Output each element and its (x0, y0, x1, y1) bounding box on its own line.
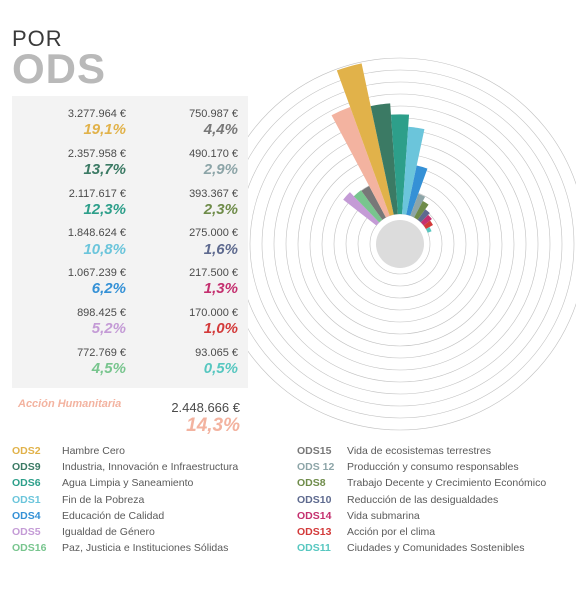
panel-pct: 12,3% (22, 201, 126, 219)
panel-pct: 4,5% (22, 360, 126, 378)
legend: ODS2Hambre CeroODS9Industria, Innovación… (12, 444, 564, 557)
panel-col-1: 3.277.964 €19,1% 2.357.958 €13,7% 2.117.61… (22, 108, 126, 378)
panel-amount: 93.065 € (134, 347, 238, 360)
data-panel: 3.277.964 €19,1% 2.357.958 €13,7% 2.117.61… (12, 96, 248, 388)
panel-amount: 3.277.964 € (22, 108, 126, 121)
legend-key: ODS 12 (297, 460, 347, 474)
legend-desc: Reducción de las desigualdades (347, 493, 564, 507)
legend-key: ODS9 (12, 460, 62, 474)
legend-row: ODS6Agua Limpia y Saneamiento (12, 476, 279, 490)
panel-item: 898.425 €5,2% (22, 307, 126, 338)
panel-pct: 2,3% (134, 201, 238, 219)
panel-pct: 10,8% (22, 241, 126, 259)
panel-item: 750.987 €4,4% (134, 108, 238, 139)
panel-pct: 6,2% (22, 280, 126, 298)
legend-desc: Vida de ecosistemas terrestres (347, 444, 564, 458)
legend-row: ODS 12Producción y consumo responsables (297, 460, 564, 474)
panel-pct: 0,5% (134, 360, 238, 378)
panel-item: 93.065 €0,5% (134, 347, 238, 378)
legend-key: ODS4 (12, 509, 62, 523)
panel-amount: 2.357.958 € (22, 148, 126, 161)
panel-amount: 750.987 € (134, 108, 238, 121)
legend-key: ODS5 (12, 525, 62, 539)
panel-item: 3.277.964 €19,1% (22, 108, 126, 139)
humanitarian-label: Acción Humanitaria (12, 394, 127, 414)
legend-desc: Igualdad de Género (62, 525, 279, 539)
legend-desc: Vida submarina (347, 509, 564, 523)
legend-desc: Acción por el clima (347, 525, 564, 539)
legend-desc: Paz, Justicia e Instituciones Sólidas (62, 541, 279, 555)
humanitarian-row: Acción Humanitaria 2.448.666 € 14,3% (12, 394, 248, 414)
panel-item: 1.067.239 €6,2% (22, 267, 126, 298)
legend-desc: Fin de la Pobreza (62, 493, 279, 507)
legend-col-2: ODS15Vida de ecosistemas terrestresODS 1… (297, 444, 564, 557)
panel-item: 217.500 €1,3% (134, 267, 238, 298)
panel-item: 170.000 €1,0% (134, 307, 238, 338)
panel-pct: 1,3% (134, 280, 238, 298)
legend-desc: Industria, Innovación e Infraestructura (62, 460, 279, 474)
header-ods: ODS (12, 50, 106, 88)
panel-amount: 393.367 € (134, 188, 238, 201)
panel-item: 393.367 €2,3% (134, 188, 238, 219)
legend-desc: Trabajo Decente y Crecimiento Económico (347, 476, 564, 490)
legend-row: ODS14Vida submarina (297, 509, 564, 523)
panel-pct: 1,6% (134, 241, 238, 259)
legend-col-1: ODS2Hambre CeroODS9Industria, Innovación… (12, 444, 279, 557)
panel-item: 2.357.958 €13,7% (22, 148, 126, 179)
panel-pct: 19,1% (22, 121, 126, 139)
legend-desc: Agua Limpia y Saneamiento (62, 476, 279, 490)
legend-row: ODS15Vida de ecosistemas terrestres (297, 444, 564, 458)
legend-desc: Educación de Calidad (62, 509, 279, 523)
humanitarian-pct: 14,3% (171, 415, 240, 437)
panel-amount: 217.500 € (134, 267, 238, 280)
legend-row: ODS5Igualdad de Género (12, 525, 279, 539)
legend-row: ODS1Fin de la Pobreza (12, 493, 279, 507)
panel-item: 490.170 €2,9% (134, 148, 238, 179)
panel-amount: 1.848.624 € (22, 227, 126, 240)
legend-row: ODS13Acción por el clima (297, 525, 564, 539)
panel-amount: 1.067.239 € (22, 267, 126, 280)
header: POR ODS (12, 28, 106, 88)
panel-item: 2.117.617 €12,3% (22, 188, 126, 219)
panel-item: 772.769 €4,5% (22, 347, 126, 378)
panel-pct: 5,2% (22, 320, 126, 338)
panel-item: 275.000 €1,6% (134, 227, 238, 258)
panel-amount: 898.425 € (22, 307, 126, 320)
legend-row: ODS16Paz, Justicia e Instituciones Sólid… (12, 541, 279, 555)
legend-row: ODS4Educación de Calidad (12, 509, 279, 523)
panel-col-2: 750.987 €4,4%490.170 €2,9%393.367 €2,3%2… (134, 108, 238, 378)
panel-pct: 4,4% (134, 121, 238, 139)
legend-key: ODS15 (297, 444, 347, 458)
legend-key: ODS14 (297, 509, 347, 523)
humanitarian-amount: 2.448.666 € (171, 400, 240, 415)
legend-key: ODS11 (297, 541, 347, 555)
panel-amount: 275.000 € (134, 227, 238, 240)
legend-row: ODS9Industria, Innovación e Infraestruct… (12, 460, 279, 474)
legend-row: ODS2Hambre Cero (12, 444, 279, 458)
legend-key: ODS16 (12, 541, 62, 555)
legend-key: ODS6 (12, 476, 62, 490)
radial-chart (200, 44, 576, 444)
legend-desc: Producción y consumo responsables (347, 460, 564, 474)
panel-pct: 1,0% (134, 320, 238, 338)
panel-item: 1.848.624 €10,8% (22, 227, 126, 258)
legend-key: ODS10 (297, 493, 347, 507)
panel-amount: 490.170 € (134, 148, 238, 161)
legend-desc: Ciudades y Comunidades Sostenibles (347, 541, 564, 555)
legend-key: ODS13 (297, 525, 347, 539)
legend-row: ODS10Reducción de las desigualdades (297, 493, 564, 507)
legend-key: ODS1 (12, 493, 62, 507)
legend-key: ODS8 (297, 476, 347, 490)
legend-row: ODS8Trabajo Decente y Crecimiento Económ… (297, 476, 564, 490)
panel-pct: 2,9% (134, 161, 238, 179)
legend-key: ODS2 (12, 444, 62, 458)
legend-desc: Hambre Cero (62, 444, 279, 458)
panel-amount: 772.769 € (22, 347, 126, 360)
panel-pct: 13,7% (22, 161, 126, 179)
panel-amount: 2.117.617 € (22, 188, 126, 201)
legend-row: ODS11Ciudades y Comunidades Sostenibles (297, 541, 564, 555)
panel-amount: 170.000 € (134, 307, 238, 320)
